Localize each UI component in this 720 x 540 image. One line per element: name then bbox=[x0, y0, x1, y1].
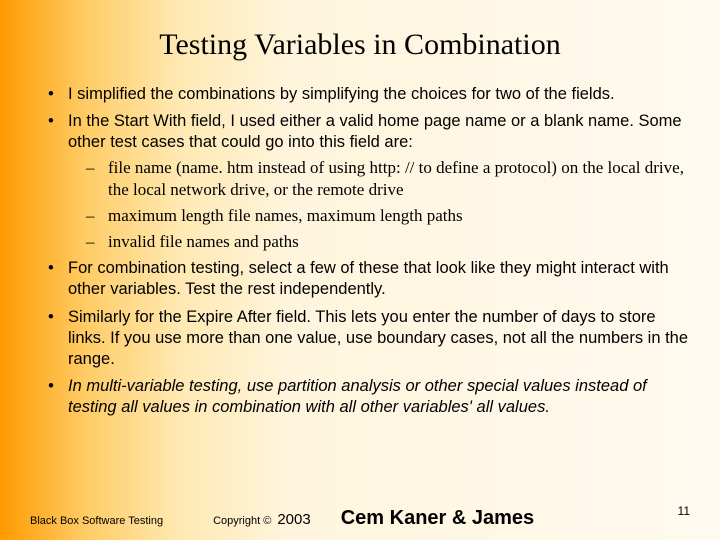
bullet-list: I simplified the combinations by simplif… bbox=[30, 84, 690, 418]
slide-title: Testing Variables in Combination bbox=[30, 28, 690, 62]
footer: Black Box Software Testing Copyright © 2… bbox=[0, 507, 720, 530]
slide-number: 11 bbox=[678, 504, 690, 518]
bullet-item: I simplified the combinations by simplif… bbox=[68, 84, 690, 105]
footer-left: Black Box Software Testing bbox=[30, 515, 163, 527]
bullet-item-italic: In multi-variable testing, use partition… bbox=[68, 376, 690, 418]
bullet-item: Similarly for the Expire After field. Th… bbox=[68, 307, 690, 370]
sub-bullet-list: file name (name. htm instead of using ht… bbox=[68, 157, 690, 252]
sub-bullet-item: invalid file names and paths bbox=[108, 231, 690, 253]
bullet-item: For combination testing, select a few of… bbox=[68, 258, 690, 300]
slide: Testing Variables in Combination I simpl… bbox=[0, 0, 720, 540]
footer-copyright: Copyright © bbox=[213, 515, 271, 527]
slide-body: I simplified the combinations by simplif… bbox=[30, 84, 690, 418]
bullet-item: In the Start With field, I used either a… bbox=[68, 111, 690, 252]
footer-authors: Cem Kaner & James bbox=[341, 507, 534, 530]
sub-bullet-item: maximum length file names, maximum lengt… bbox=[108, 205, 690, 227]
bullet-text: In the Start With field, I used either a… bbox=[68, 112, 682, 151]
sub-bullet-item: file name (name. htm instead of using ht… bbox=[108, 157, 690, 201]
footer-year: 2003 bbox=[277, 511, 310, 528]
